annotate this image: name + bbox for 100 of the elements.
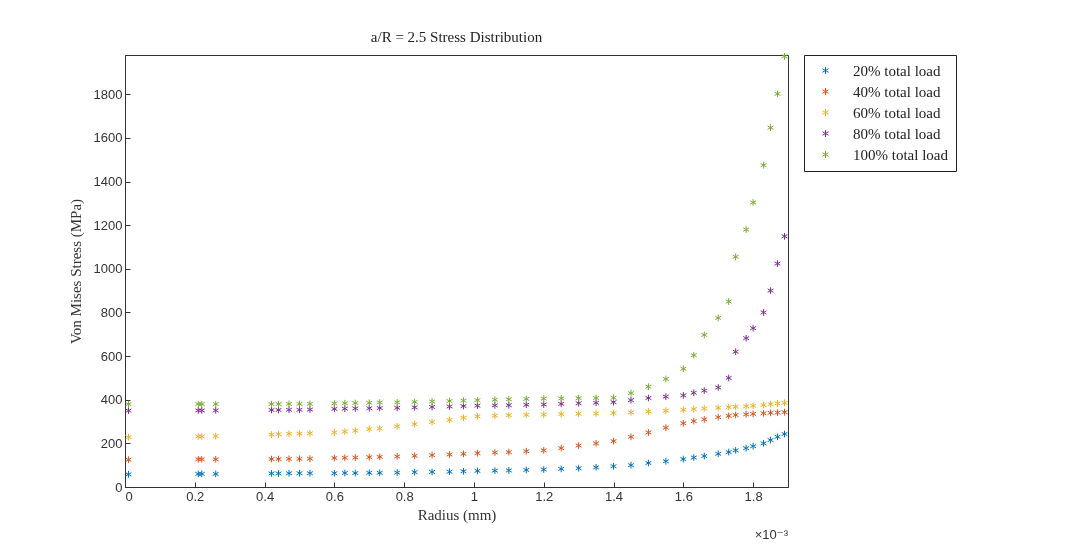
point xyxy=(557,394,565,403)
point xyxy=(700,415,708,424)
point xyxy=(645,394,652,402)
y-tick-label: 1400 xyxy=(93,174,123,190)
point xyxy=(212,406,220,415)
point xyxy=(365,404,373,413)
point xyxy=(474,396,481,405)
point xyxy=(275,430,282,439)
point xyxy=(268,430,275,439)
point xyxy=(306,429,314,438)
point xyxy=(194,455,202,464)
point xyxy=(781,398,788,407)
point xyxy=(690,405,698,413)
point xyxy=(645,459,652,467)
point xyxy=(575,441,583,450)
point xyxy=(781,52,788,61)
y-tick-label: 600 xyxy=(100,348,123,364)
chart-title: a/R = 2.5 Stress Distribution xyxy=(370,28,543,45)
x-tick-label: 1.4 xyxy=(604,488,624,504)
point xyxy=(460,396,467,405)
x-tick-label: 0 xyxy=(125,488,133,504)
point xyxy=(662,392,670,401)
x-tick-label: 1 xyxy=(470,488,479,504)
point xyxy=(742,334,750,343)
y-tick-label: 1200 xyxy=(93,217,123,233)
point xyxy=(627,461,635,470)
point xyxy=(306,469,314,478)
point xyxy=(732,402,740,411)
point xyxy=(330,399,338,408)
point xyxy=(700,386,708,395)
point xyxy=(662,423,670,432)
point xyxy=(610,437,617,446)
point xyxy=(428,418,436,426)
point xyxy=(446,415,453,424)
point xyxy=(351,399,359,407)
point xyxy=(296,429,303,438)
point xyxy=(376,424,384,433)
legend-label: 100% total load xyxy=(853,146,949,163)
point xyxy=(351,404,359,413)
point xyxy=(393,398,401,407)
point xyxy=(376,404,384,412)
point xyxy=(491,401,499,410)
point xyxy=(474,467,481,475)
point xyxy=(428,397,436,406)
point xyxy=(540,465,548,474)
point xyxy=(505,411,513,420)
point xyxy=(198,432,206,441)
point xyxy=(679,391,687,400)
point xyxy=(774,432,781,441)
legend-label: 60% total load xyxy=(853,104,941,121)
point xyxy=(760,161,767,170)
point xyxy=(592,439,600,448)
point xyxy=(645,428,652,437)
point xyxy=(540,410,548,419)
point xyxy=(760,439,767,448)
point xyxy=(774,259,781,268)
x-tick-label: 1.8 xyxy=(744,488,763,504)
x-axis-title: Radius (mm) xyxy=(417,506,497,524)
point xyxy=(275,469,282,478)
point xyxy=(212,432,220,441)
point xyxy=(742,410,750,419)
point xyxy=(296,455,303,463)
point xyxy=(460,449,467,458)
point xyxy=(592,409,600,418)
point xyxy=(575,394,583,403)
point xyxy=(505,448,513,456)
y-tick-label: 1600 xyxy=(93,130,123,146)
point xyxy=(767,400,774,408)
point xyxy=(393,403,401,412)
point xyxy=(575,464,583,473)
y-tick-label: 200 xyxy=(100,435,123,451)
point xyxy=(781,232,788,241)
point xyxy=(690,388,698,397)
point xyxy=(505,466,513,475)
point xyxy=(774,408,781,417)
point xyxy=(627,408,635,417)
point xyxy=(411,398,419,406)
point xyxy=(714,383,722,392)
point xyxy=(125,400,132,408)
point xyxy=(725,448,733,456)
point xyxy=(341,453,349,462)
point xyxy=(522,410,530,419)
point xyxy=(557,410,565,418)
point xyxy=(341,427,349,436)
point xyxy=(662,457,670,466)
point xyxy=(760,401,767,409)
point xyxy=(662,406,670,415)
point xyxy=(690,351,698,360)
point xyxy=(460,467,467,476)
y-tick-label: 1800 xyxy=(93,86,123,102)
point xyxy=(446,467,453,476)
point xyxy=(690,417,698,425)
point xyxy=(341,404,349,413)
point xyxy=(522,447,530,456)
point xyxy=(393,468,401,477)
x-tick-label: 0.4 xyxy=(256,488,275,504)
point xyxy=(285,429,293,438)
point xyxy=(592,394,600,402)
point xyxy=(645,407,652,416)
point xyxy=(365,398,373,407)
